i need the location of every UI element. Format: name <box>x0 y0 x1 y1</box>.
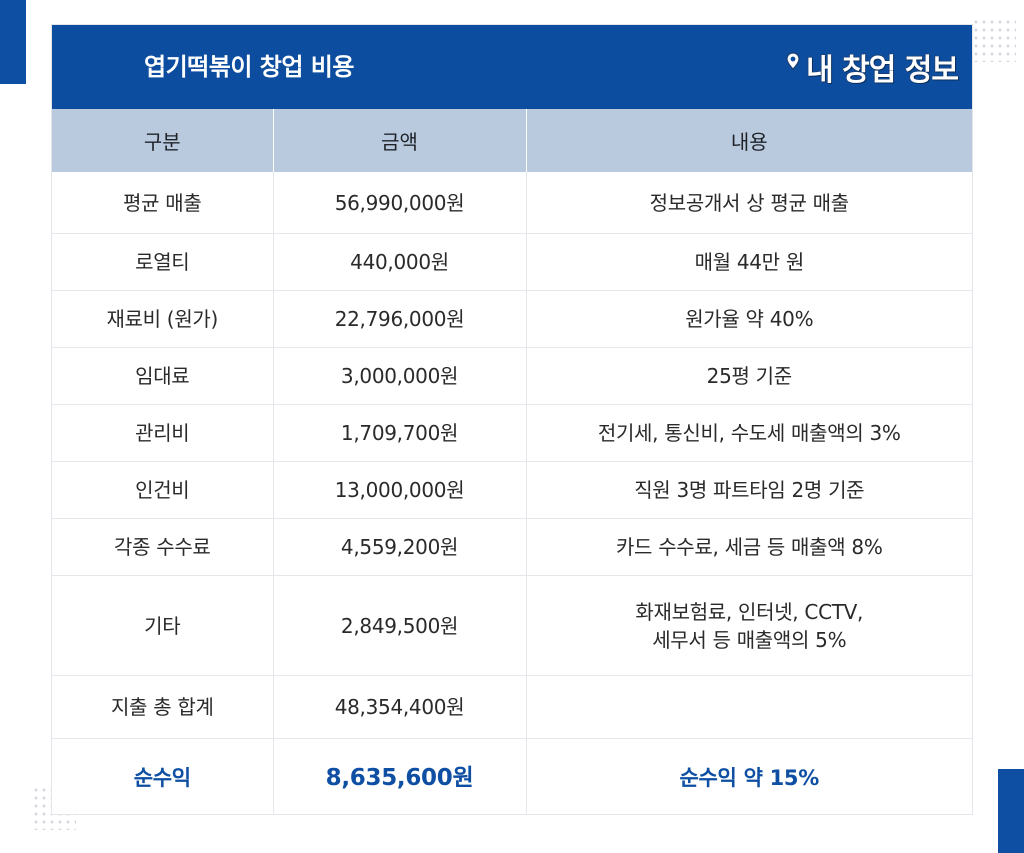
cell-note: 직원 3명 파트타임 2명 기준 <box>526 461 972 519</box>
table-row: 평균 매출 56,990,000원 정보공개서 상 평균 매출 <box>52 172 972 234</box>
cell-category: 각종 수수료 <box>52 518 274 576</box>
cell-category: 기타 <box>52 575 274 676</box>
cell-category: 순수익 <box>52 738 274 814</box>
cell-note: 원가율 약 40% <box>526 290 972 348</box>
table-row: 관리비 1,709,700원 전기세, 통신비, 수도세 매출액의 3% <box>52 404 972 462</box>
table-row-net-profit: 순수익 8,635,600원 순수익 약 15% <box>52 738 972 814</box>
cell-category: 평균 매출 <box>52 172 274 234</box>
cell-note: 25평 기준 <box>526 347 972 405</box>
cell-amount: 4,559,200원 <box>273 518 527 576</box>
table-row: 인건비 13,000,000원 직원 3명 파트타임 2명 기준 <box>52 461 972 519</box>
cell-note <box>526 675 972 739</box>
cell-amount: 440,000원 <box>273 233 527 291</box>
cell-amount: 48,354,400원 <box>273 675 527 739</box>
table-row: 로열티 440,000원 매월 44만 원 <box>52 233 972 291</box>
cell-note: 화재보험료, 인터넷, CCTV, 세무서 등 매출액의 5% <box>526 575 972 676</box>
column-header-amount: 금액 <box>273 109 527 172</box>
cell-note: 전기세, 통신비, 수도세 매출액의 3% <box>526 404 972 462</box>
dot-pattern-top-right <box>972 18 1016 62</box>
map-pin-icon <box>786 52 800 70</box>
column-header-note: 내용 <box>526 109 972 172</box>
cell-note: 매월 44만 원 <box>526 233 972 291</box>
cell-category: 관리비 <box>52 404 274 462</box>
note-line: 화재보험료, 인터넷, CCTV, <box>635 599 864 624</box>
cell-amount: 3,000,000원 <box>273 347 527 405</box>
cell-amount: 1,709,700원 <box>273 404 527 462</box>
cell-note: 카드 수수료, 세금 등 매출액 8% <box>526 518 972 576</box>
cost-card: 엽기떡볶이 창업 비용 내 창업 정보 구분 금액 내용 평균 매출 56,99… <box>51 24 973 815</box>
table-row-total: 지출 총 합계 48,354,400원 <box>52 675 972 739</box>
cell-amount: 8,635,600원 <box>273 738 527 814</box>
cell-category: 지출 총 합계 <box>52 675 274 739</box>
brand-logo: 내 창업 정보 <box>784 47 960 89</box>
cell-note: 순수익 약 15% <box>679 766 820 790</box>
note-line: 세무서 등 매출액의 5% <box>652 627 847 652</box>
page-title: 엽기떡볶이 창업 비용 <box>144 53 354 81</box>
cell-amount: 13,000,000원 <box>273 461 527 519</box>
cell-amount: 22,796,000원 <box>273 290 527 348</box>
title-bar: 엽기떡볶이 창업 비용 내 창업 정보 <box>52 25 972 109</box>
corner-accent-bottom-right <box>998 769 1024 853</box>
table-row: 재료비 (원가) 22,796,000원 원가율 약 40% <box>52 290 972 348</box>
table-row: 각종 수수료 4,559,200원 카드 수수료, 세금 등 매출액 8% <box>52 518 972 576</box>
table-row: 임대료 3,000,000원 25평 기준 <box>52 347 972 405</box>
corner-accent-top-left <box>0 0 26 84</box>
cell-category: 로열티 <box>52 233 274 291</box>
cell-amount: 2,849,500원 <box>273 575 527 676</box>
cell-category: 인건비 <box>52 461 274 519</box>
cell-category: 재료비 (원가) <box>52 290 274 348</box>
table-header-row: 구분 금액 내용 <box>52 109 972 172</box>
brand-text: 내 창업 정보 <box>805 52 959 89</box>
cell-category: 임대료 <box>52 347 274 405</box>
cost-table: 구분 금액 내용 평균 매출 56,990,000원 정보공개서 상 평균 매출… <box>52 109 972 814</box>
cell-note: 정보공개서 상 평균 매출 <box>526 172 972 234</box>
table-row: 기타 2,849,500원 화재보험료, 인터넷, CCTV, 세무서 등 매출… <box>52 575 972 676</box>
column-header-category: 구분 <box>52 109 274 172</box>
cell-amount: 56,990,000원 <box>273 172 527 234</box>
